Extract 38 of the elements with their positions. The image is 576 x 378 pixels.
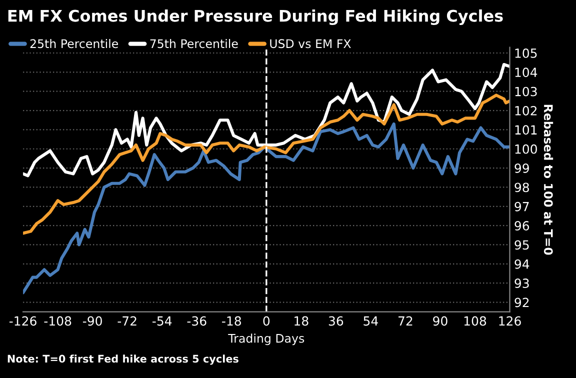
y-tick-label: 103 bbox=[515, 86, 537, 96]
x-tick-label: 108 bbox=[464, 316, 486, 326]
y-tick-label: 99 bbox=[514, 164, 529, 173]
x-tick-label: 90 bbox=[433, 316, 448, 326]
y-tick-label: 98 bbox=[514, 182, 529, 192]
y-tick-label: 92 bbox=[514, 298, 529, 308]
y-axis-title: Rebased to 100 at T=0 bbox=[544, 104, 554, 255]
y-tick-label: 97 bbox=[514, 202, 529, 212]
y-tick-label: 100 bbox=[515, 144, 537, 154]
y-tick-label: 102 bbox=[515, 106, 537, 116]
y-tick-label: 105 bbox=[515, 48, 537, 58]
x-tick-label: -108 bbox=[44, 316, 72, 326]
x-tick-label: -72 bbox=[118, 316, 136, 326]
x-tick-label: 0 bbox=[263, 316, 270, 326]
x-tick-label: 72 bbox=[398, 316, 412, 326]
legend-label: 75th Percentile bbox=[150, 38, 238, 48]
y-tick-label: 101 bbox=[515, 125, 537, 135]
x-tick-label: -126 bbox=[9, 316, 36, 326]
x-tick-label: 18 bbox=[294, 316, 308, 326]
x-tick-label: 54 bbox=[364, 316, 378, 326]
x-tick-label: -18 bbox=[222, 316, 241, 326]
legend-label: 25th Percentile bbox=[30, 38, 118, 48]
y-tick-label: 95 bbox=[514, 240, 529, 250]
y-tick-label: 96 bbox=[514, 221, 530, 230]
line-series bbox=[23, 94, 510, 235]
legend-label: USD vs EM FX bbox=[270, 39, 351, 48]
x-tick-label: -36 bbox=[187, 316, 206, 326]
x-axis-title: Trading Days bbox=[228, 334, 304, 346]
line-series bbox=[23, 122, 510, 294]
x-tick-label: 36 bbox=[328, 316, 344, 326]
y-tick-label: 93 bbox=[514, 278, 529, 288]
x-tick-label: -54 bbox=[152, 316, 172, 326]
y-tick-label: 104 bbox=[515, 68, 538, 78]
x-tick-label: 126 bbox=[499, 316, 521, 326]
x-tick-label: -90 bbox=[82, 316, 102, 326]
y-tick-label: 94 bbox=[514, 259, 530, 269]
chart-title: EM FX Comes Under Pressure During Fed Hiking Cycles bbox=[8, 9, 503, 26]
text: Note: T=0 first Fed hike across 5 cycles bbox=[8, 354, 238, 365]
